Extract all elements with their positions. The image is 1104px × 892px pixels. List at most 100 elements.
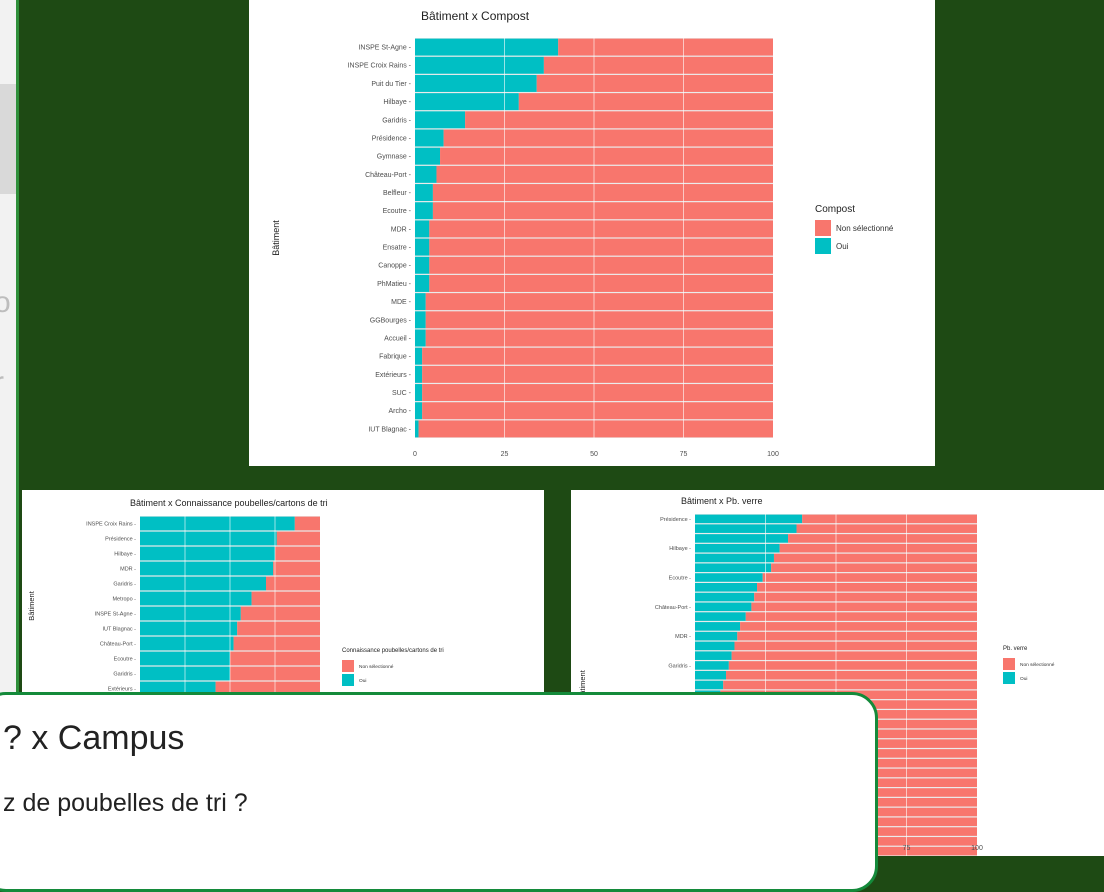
bar-oui: [140, 546, 275, 561]
y-tick-label: Présidence -: [372, 135, 412, 142]
bar-oui: [415, 293, 426, 311]
bar-oui: [695, 651, 732, 660]
bar-non-selectionne: [422, 384, 773, 402]
bar-oui: [695, 553, 774, 563]
bar-oui: [140, 516, 295, 531]
bar-oui: [695, 592, 755, 602]
chart-title: Bâtiment x Pb. verre: [681, 496, 763, 506]
bar-non-selectionne: [754, 592, 977, 602]
bar-oui: [415, 347, 423, 365]
y-tick-label: Gymnase -: [377, 154, 412, 161]
bar-non-selectionne: [425, 311, 773, 329]
bar-non-selectionne: [432, 202, 773, 220]
bar-oui: [415, 256, 430, 274]
y-tick-label: INSPE Croix Rains -: [348, 63, 412, 70]
bar-oui: [140, 681, 216, 696]
bar-non-selectionne: [422, 402, 773, 420]
bar-non-selectionne: [418, 420, 773, 438]
bar-oui: [695, 563, 772, 573]
y-tick-label: Fabrique -: [379, 354, 412, 361]
left-accent-line: [16, 0, 19, 856]
bar-non-selectionne: [440, 147, 773, 165]
y-tick-label: MDE -: [391, 299, 412, 306]
legend-swatch: [342, 660, 354, 672]
x-tick-label: 100: [971, 845, 983, 852]
legend-swatch: [342, 674, 354, 686]
legend-label: Non sélectionné: [359, 664, 394, 670]
bar-oui: [695, 602, 752, 612]
bar-oui: [140, 621, 238, 636]
legend-label: Oui: [359, 678, 366, 684]
y-tick-label: INSPE St-Agne -: [358, 45, 411, 52]
bar-non-selectionne: [536, 74, 773, 92]
chart-compost: INSPE St-Agne - INSPE Croix Rains - Puit d…: [271, 9, 894, 458]
legend-swatch: [1003, 658, 1015, 670]
bar-oui: [415, 420, 419, 438]
y-tick-label: MDR -: [675, 634, 691, 640]
bar-oui: [140, 591, 252, 606]
x-tick-label: 75: [680, 451, 688, 458]
bar-non-selectionne: [215, 681, 320, 696]
bar-non-selectionne: [802, 514, 977, 524]
bar-oui: [140, 636, 234, 651]
y-tick-label: Garidris -: [113, 581, 136, 587]
bar-oui: [695, 641, 735, 651]
bar-non-selectionne: [233, 636, 320, 651]
y-tick-label: Hilbaye -: [114, 551, 136, 557]
x-tick-label: 0: [413, 451, 417, 458]
bar-non-selectionne: [425, 329, 773, 347]
ghost-letter: o: [0, 286, 11, 319]
bar-oui: [415, 202, 433, 220]
bar-oui: [695, 680, 724, 690]
y-tick-label: MDR -: [391, 226, 412, 233]
y-tick-label: Ecoutre -: [383, 208, 412, 215]
legend-label: Oui: [1020, 676, 1027, 682]
slide-heading: ? x Campus: [3, 719, 185, 757]
bar-non-selectionne: [436, 165, 773, 183]
y-tick-label: Présidence -: [105, 536, 136, 542]
bar-oui: [415, 165, 437, 183]
bar-oui: [415, 93, 519, 111]
y-tick-label: Extérieurs -: [108, 686, 136, 692]
bar-oui: [415, 329, 426, 347]
bar-non-selectionne: [422, 347, 773, 365]
legend-title: Pb. verre: [1003, 646, 1028, 652]
bar-non-selectionne: [728, 661, 977, 670]
legend-label: Non sélectionné: [836, 224, 894, 233]
y-tick-label: Garidris -: [382, 117, 411, 124]
legend-swatch: [815, 220, 831, 236]
bar-oui: [140, 531, 277, 546]
y-tick-label: Château-Port -: [365, 172, 412, 179]
y-tick-label: GGBourges -: [370, 317, 412, 324]
bar-oui: [415, 365, 423, 383]
bar-non-selectionne: [779, 543, 977, 553]
bar-oui: [415, 274, 430, 292]
y-tick-label: Accueil -: [384, 335, 412, 342]
legend-title: Connaissance poubelles/cartons de tri: [342, 648, 444, 654]
x-tick-label: 25: [501, 451, 509, 458]
bar-non-selectionne: [237, 621, 320, 636]
bar-non-selectionne: [558, 38, 773, 56]
bar-oui: [140, 576, 266, 591]
bar-non-selectionne: [796, 524, 977, 533]
bar-non-selectionne: [266, 576, 320, 591]
bar-non-selectionne: [788, 534, 977, 543]
bar-non-selectionne: [757, 583, 977, 592]
left-gray-band: [0, 84, 18, 194]
bar-oui: [415, 147, 441, 165]
y-axis-label: Bâtiment: [271, 220, 281, 256]
bar-oui: [140, 606, 241, 621]
y-tick-label: INSPE Croix Rains -: [86, 521, 136, 527]
bar-oui: [695, 514, 803, 524]
bar-non-selectionne: [518, 93, 773, 111]
bar-oui: [140, 561, 274, 576]
legend-label: Oui: [836, 242, 849, 251]
y-tick-label: Canoppe -: [378, 263, 411, 270]
x-tick-label: 50: [590, 451, 598, 458]
y-tick-label: Ecoutre -: [669, 575, 691, 581]
legend-label: Non sélectionné: [1020, 662, 1055, 668]
bar-non-selectionne: [740, 622, 977, 631]
bar-oui: [415, 129, 444, 147]
bar-non-selectionne: [276, 531, 320, 546]
bar-oui: [695, 612, 746, 621]
